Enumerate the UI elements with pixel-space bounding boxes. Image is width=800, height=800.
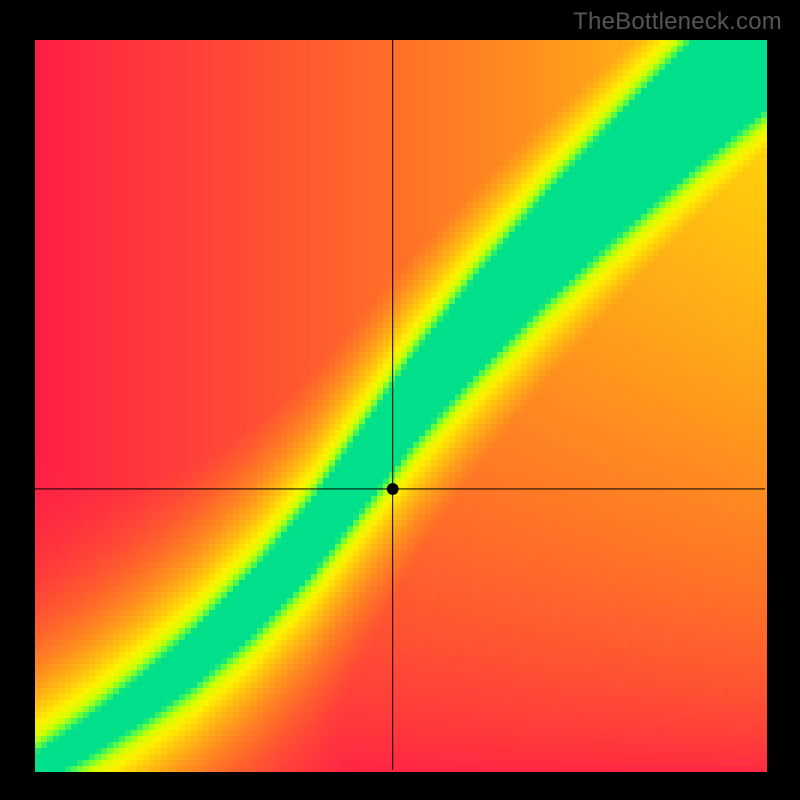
watermark-text: TheBottleneck.com	[573, 8, 782, 36]
chart-container: TheBottleneck.com	[0, 0, 800, 800]
heatmap-canvas	[0, 0, 800, 800]
